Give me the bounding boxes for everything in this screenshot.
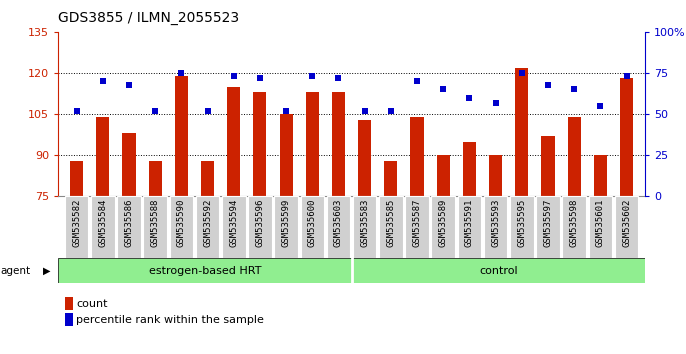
Point xyxy=(386,108,397,114)
Bar xyxy=(620,79,633,196)
Text: GSM535601: GSM535601 xyxy=(596,198,605,247)
FancyBboxPatch shape xyxy=(379,196,403,258)
Bar xyxy=(410,117,423,196)
Text: GSM535586: GSM535586 xyxy=(124,198,134,247)
FancyBboxPatch shape xyxy=(58,258,351,283)
FancyBboxPatch shape xyxy=(615,196,638,258)
Bar xyxy=(306,92,319,196)
Point xyxy=(595,103,606,109)
Text: GSM535597: GSM535597 xyxy=(543,198,552,247)
Text: GSM535583: GSM535583 xyxy=(360,198,369,247)
FancyBboxPatch shape xyxy=(143,196,167,258)
Bar xyxy=(489,155,502,196)
Point xyxy=(621,74,632,79)
Bar xyxy=(175,76,188,196)
Bar xyxy=(70,161,83,196)
Bar xyxy=(149,161,162,196)
FancyBboxPatch shape xyxy=(536,196,560,258)
FancyBboxPatch shape xyxy=(222,196,246,258)
FancyBboxPatch shape xyxy=(327,196,351,258)
Text: GSM535599: GSM535599 xyxy=(282,198,291,247)
Point xyxy=(71,108,82,114)
Point xyxy=(464,95,475,101)
Point xyxy=(490,100,501,105)
Text: GSM535589: GSM535589 xyxy=(439,198,448,247)
Bar xyxy=(253,92,266,196)
Point xyxy=(228,74,239,79)
FancyBboxPatch shape xyxy=(117,196,141,258)
Bar xyxy=(437,155,450,196)
FancyBboxPatch shape xyxy=(589,196,612,258)
Bar xyxy=(201,161,214,196)
FancyBboxPatch shape xyxy=(91,196,115,258)
FancyBboxPatch shape xyxy=(405,196,429,258)
FancyBboxPatch shape xyxy=(300,196,324,258)
FancyBboxPatch shape xyxy=(351,258,645,283)
FancyBboxPatch shape xyxy=(353,196,377,258)
Bar xyxy=(280,114,293,196)
FancyBboxPatch shape xyxy=(484,196,508,258)
Point xyxy=(307,74,318,79)
FancyBboxPatch shape xyxy=(458,196,481,258)
Text: GSM535594: GSM535594 xyxy=(229,198,238,247)
FancyBboxPatch shape xyxy=(248,196,272,258)
FancyBboxPatch shape xyxy=(563,196,586,258)
FancyBboxPatch shape xyxy=(431,196,455,258)
Text: GSM535595: GSM535595 xyxy=(517,198,526,247)
Point xyxy=(202,108,213,114)
Point xyxy=(517,70,528,76)
Point xyxy=(150,108,161,114)
Point xyxy=(97,79,108,84)
Text: GSM535603: GSM535603 xyxy=(334,198,343,247)
Text: GSM535593: GSM535593 xyxy=(491,198,500,247)
Bar xyxy=(541,136,554,196)
Text: GDS3855 / ILMN_2055523: GDS3855 / ILMN_2055523 xyxy=(58,11,239,25)
Bar xyxy=(384,161,397,196)
Text: GSM535591: GSM535591 xyxy=(465,198,474,247)
Text: percentile rank within the sample: percentile rank within the sample xyxy=(76,315,264,325)
Text: GSM535602: GSM535602 xyxy=(622,198,631,247)
Bar xyxy=(358,120,371,196)
Text: GSM535596: GSM535596 xyxy=(255,198,264,247)
Text: count: count xyxy=(76,299,108,309)
Text: GSM535598: GSM535598 xyxy=(569,198,579,247)
Text: ▶: ▶ xyxy=(43,266,51,276)
Text: GSM535587: GSM535587 xyxy=(412,198,421,247)
Point xyxy=(333,75,344,81)
Bar xyxy=(515,68,528,196)
Point xyxy=(359,108,370,114)
Text: agent: agent xyxy=(1,266,31,276)
Text: GSM535590: GSM535590 xyxy=(177,198,186,247)
Point xyxy=(412,79,423,84)
Bar xyxy=(332,92,345,196)
Text: control: control xyxy=(479,266,517,276)
Point xyxy=(543,82,554,87)
Text: GSM535600: GSM535600 xyxy=(308,198,317,247)
Text: GSM535582: GSM535582 xyxy=(72,198,81,247)
Point xyxy=(123,82,134,87)
Text: GSM535585: GSM535585 xyxy=(386,198,395,247)
Point xyxy=(281,108,292,114)
FancyBboxPatch shape xyxy=(169,196,193,258)
Bar xyxy=(227,87,240,196)
FancyBboxPatch shape xyxy=(274,196,298,258)
Text: estrogen-based HRT: estrogen-based HRT xyxy=(149,266,261,276)
FancyBboxPatch shape xyxy=(196,196,220,258)
Point xyxy=(569,87,580,92)
Point xyxy=(176,70,187,76)
Bar xyxy=(463,142,476,196)
Text: GSM535592: GSM535592 xyxy=(203,198,212,247)
Bar xyxy=(594,155,607,196)
Text: GSM535584: GSM535584 xyxy=(98,198,107,247)
FancyBboxPatch shape xyxy=(65,196,88,258)
Text: GSM535588: GSM535588 xyxy=(151,198,160,247)
Bar xyxy=(567,117,580,196)
Point xyxy=(255,75,265,81)
Point xyxy=(438,87,449,92)
Bar xyxy=(123,133,136,196)
Bar xyxy=(96,117,109,196)
FancyBboxPatch shape xyxy=(510,196,534,258)
